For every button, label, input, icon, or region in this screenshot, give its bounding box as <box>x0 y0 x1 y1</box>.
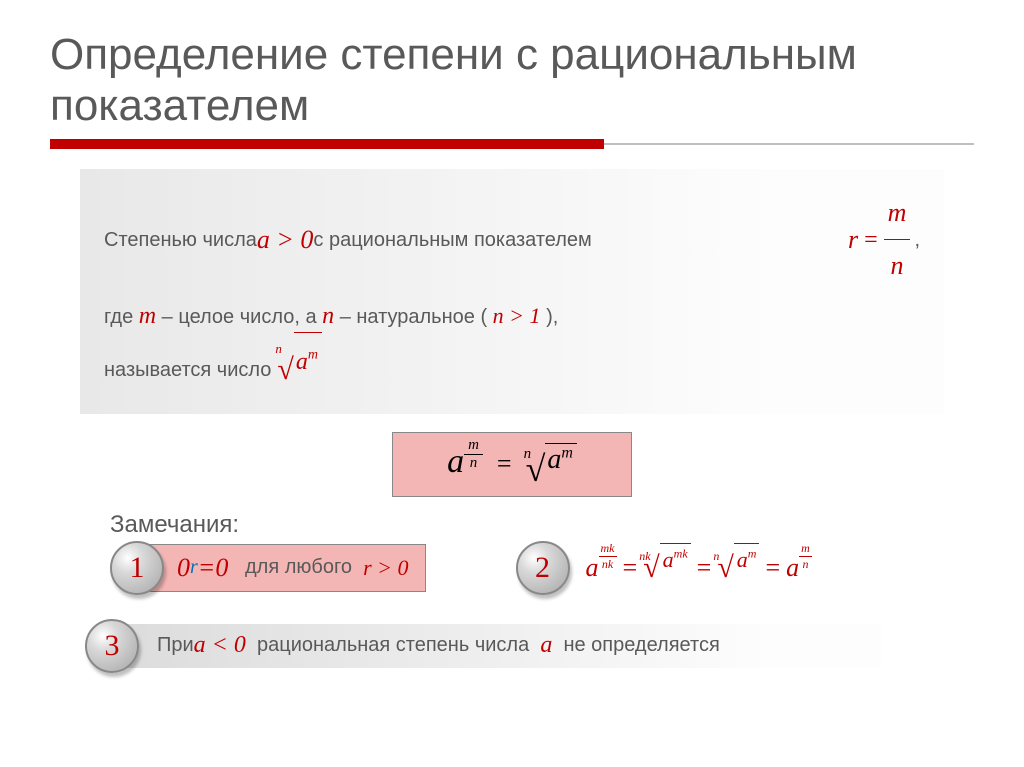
def-r-lhs: r <box>848 214 858 266</box>
note1-text: для любого <box>228 556 363 579</box>
f2-num: m <box>799 541 812 557</box>
chain-f2: mn <box>799 541 812 572</box>
mf-num: m <box>464 437 483 455</box>
def-text-5: – целое число, а <box>162 306 322 328</box>
note-2-badge: 2 <box>516 541 570 595</box>
mf-radical: n √am <box>526 448 577 490</box>
chain-f1: mknk <box>599 541 617 572</box>
note-1-badge: 1 <box>110 541 164 595</box>
note-3-badge: 3 <box>85 619 139 673</box>
note3-t2: рациональная степень числа <box>246 634 540 657</box>
r1-idx: nk <box>639 549 650 564</box>
r2-base: a <box>737 547 748 572</box>
note3-a: a <box>540 632 552 659</box>
note1-r-cond: r > 0 <box>363 555 408 581</box>
def-n-cond: n > 1 <box>493 303 541 328</box>
slide: Определение степени с рациональным показ… <box>0 0 1024 767</box>
badge-num: 1 <box>130 551 145 585</box>
note1-sup-r: r <box>190 556 198 579</box>
note3-a-cond: a < 0 <box>194 632 246 659</box>
rad-exp: m <box>308 348 318 363</box>
note3-t1: При <box>157 634 194 657</box>
def-text-2: с рациональным показателем <box>313 220 591 260</box>
f1-den: nk <box>599 557 617 572</box>
definition-box: Степенью числа a > 0 с рациональным пока… <box>80 169 944 414</box>
note-3-row: 3 При a < 0 рациональная степень числа a… <box>85 619 974 673</box>
note-3-box: При a < 0 рациональная степень числа a н… <box>121 624 881 668</box>
slide-title: Определение степени с рациональным показ… <box>50 30 974 131</box>
rule-gray <box>604 143 974 145</box>
mf-lhs-base: a <box>447 443 464 480</box>
mf-rad-base: a <box>547 444 561 475</box>
def-r-frac: m n <box>884 187 911 292</box>
rad-base: a <box>296 349 308 375</box>
rad-index: n <box>275 336 282 362</box>
f1-num: mk <box>599 541 617 557</box>
chain-rad2: n √am <box>717 551 759 585</box>
def-text-3: , <box>914 220 920 260</box>
note1-eq-zero: =0 <box>198 553 229 583</box>
chain-eq3: = <box>765 553 780 583</box>
def-n: n <box>322 303 334 329</box>
r1-base: a <box>663 547 674 572</box>
mf-lhs-exp: m n <box>464 437 483 472</box>
frac-num: m <box>884 187 911 240</box>
note-1-row: 1 0r=0 для любого r > 0 2 amknk = nk √am… <box>110 541 974 595</box>
badge-num: 3 <box>105 629 120 663</box>
def-m: m <box>139 303 156 329</box>
def-text-1: Степенью числа <box>104 220 257 260</box>
note-1-box: 0r=0 для любого r > 0 <box>146 544 426 592</box>
mf-den: n <box>464 455 483 472</box>
def-text-7: ), <box>546 306 558 328</box>
rule-red <box>50 139 604 149</box>
def-text-8: называется число <box>104 350 271 390</box>
f2-den: n <box>799 557 812 572</box>
radical-icon: √ <box>717 551 733 584</box>
def-text-6: – натуральное ( <box>340 306 487 328</box>
note1-zero: 0 <box>177 553 190 583</box>
chain-a2: a <box>786 553 799 583</box>
chain-eq2: = <box>697 553 712 583</box>
note-2-chain: amknk = nk √amk = n √am = amn <box>586 551 812 585</box>
r2-exp: m <box>748 546 757 560</box>
mf-eq: = <box>497 449 512 478</box>
mf-rad-index: n <box>524 446 532 463</box>
def-r-eq: = <box>864 216 878 264</box>
def-radical: n √am <box>277 340 322 400</box>
mf-rad-exp: m <box>561 444 573 461</box>
title-underline <box>50 139 974 149</box>
r2-idx: n <box>713 549 719 564</box>
badge-num: 2 <box>535 551 550 585</box>
notes-label: Замечания: <box>110 511 974 539</box>
def-text-4: где <box>104 306 139 328</box>
r1-exp: mk <box>674 546 688 560</box>
note3-t3: не определяется <box>552 634 719 657</box>
chain-a1: a <box>586 553 599 583</box>
main-formula-box: a m n = n √am <box>392 432 632 496</box>
frac-den: n <box>884 240 911 292</box>
chain-rad1: nk √amk <box>643 551 690 585</box>
chain-eq1: = <box>623 553 638 583</box>
def-a-cond: a > 0 <box>257 214 314 266</box>
